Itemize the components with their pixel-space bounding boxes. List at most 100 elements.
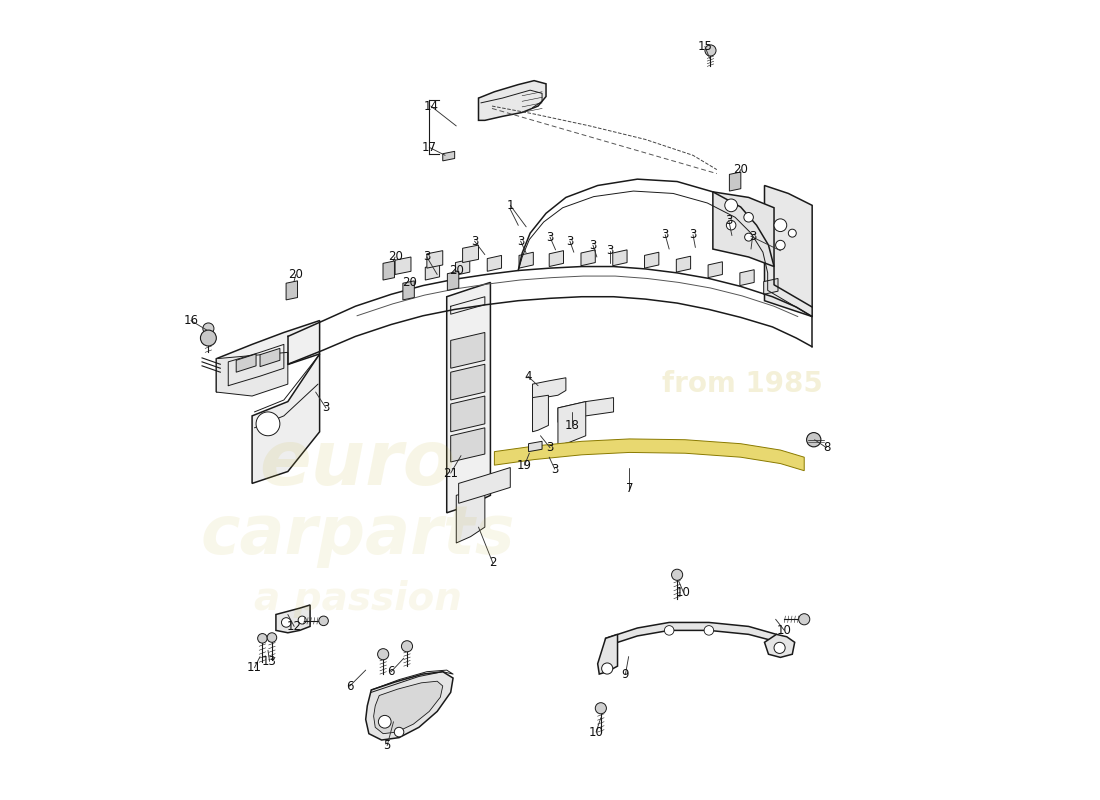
Text: 4: 4 [524,370,531,382]
Text: 11: 11 [248,662,262,674]
Polygon shape [236,354,256,372]
Polygon shape [451,396,485,432]
Polygon shape [549,250,563,266]
Text: 3: 3 [424,250,430,263]
Text: 21: 21 [443,466,459,479]
Text: 3: 3 [690,228,696,242]
Circle shape [745,233,752,241]
Text: 6: 6 [346,679,353,693]
Text: 2: 2 [490,556,496,570]
Polygon shape [455,259,470,275]
Text: from 1985: from 1985 [662,370,823,398]
Text: 20: 20 [387,250,403,263]
Text: 3: 3 [606,244,614,257]
Polygon shape [519,252,534,268]
Polygon shape [532,395,549,432]
Text: 17: 17 [421,141,437,154]
Text: 3: 3 [566,234,573,248]
Text: a passion: a passion [254,580,462,618]
Polygon shape [448,271,459,290]
Circle shape [789,229,796,237]
Circle shape [298,616,306,624]
Circle shape [744,213,754,222]
Text: 20: 20 [402,276,417,289]
Text: 7: 7 [626,482,634,495]
Text: 8: 8 [823,441,830,454]
Circle shape [774,219,786,231]
Polygon shape [383,261,395,280]
Text: 18: 18 [564,419,580,432]
Circle shape [319,616,329,626]
Text: 20: 20 [288,268,304,281]
Text: 10: 10 [777,624,792,637]
Circle shape [202,323,213,334]
Circle shape [807,434,821,446]
Circle shape [402,641,412,652]
Circle shape [602,663,613,674]
Text: 3: 3 [547,230,553,244]
Text: 3: 3 [725,214,733,227]
Polygon shape [487,255,502,271]
Circle shape [267,633,277,642]
Circle shape [394,727,404,737]
Polygon shape [426,264,440,280]
Polygon shape [451,364,485,400]
Polygon shape [597,634,617,674]
Polygon shape [708,262,723,278]
Circle shape [257,634,267,643]
Circle shape [776,240,785,250]
Polygon shape [451,428,485,462]
Text: 10: 10 [588,726,604,738]
Circle shape [200,330,217,346]
Circle shape [705,45,716,56]
Text: 3: 3 [547,441,553,454]
Polygon shape [286,281,297,300]
Text: 9: 9 [621,667,629,681]
Polygon shape [764,186,812,317]
Circle shape [664,626,674,635]
Text: 3: 3 [322,402,330,414]
Text: 16: 16 [184,314,198,327]
Text: 12: 12 [287,620,301,633]
Circle shape [671,570,683,580]
Text: 19: 19 [517,458,532,472]
Polygon shape [395,257,411,274]
Polygon shape [459,467,510,503]
Polygon shape [558,402,585,446]
Circle shape [799,614,810,625]
Polygon shape [606,622,779,646]
Polygon shape [764,634,794,658]
Text: 3: 3 [661,228,669,242]
Circle shape [725,199,737,212]
Polygon shape [558,398,614,422]
Polygon shape [529,442,542,452]
Polygon shape [740,270,755,286]
Circle shape [378,715,392,728]
Text: 3: 3 [590,238,596,251]
Text: 3: 3 [749,230,757,243]
Text: 3: 3 [551,462,559,476]
Polygon shape [494,439,804,470]
Text: 15: 15 [697,40,713,53]
Polygon shape [447,282,491,513]
Text: 6: 6 [387,666,395,678]
Circle shape [774,642,785,654]
Polygon shape [532,378,565,400]
Circle shape [282,618,292,627]
Polygon shape [729,172,740,191]
Text: 14: 14 [424,99,438,113]
Circle shape [377,649,388,660]
Circle shape [704,626,714,635]
Polygon shape [427,250,442,268]
Polygon shape [613,250,627,266]
Polygon shape [217,321,320,392]
Polygon shape [451,333,485,368]
Text: euro: euro [260,426,455,501]
Polygon shape [676,256,691,272]
Polygon shape [260,348,279,366]
Polygon shape [252,354,320,483]
Polygon shape [365,672,453,740]
Text: 3: 3 [517,234,525,248]
Circle shape [595,702,606,714]
Text: 10: 10 [676,586,691,598]
